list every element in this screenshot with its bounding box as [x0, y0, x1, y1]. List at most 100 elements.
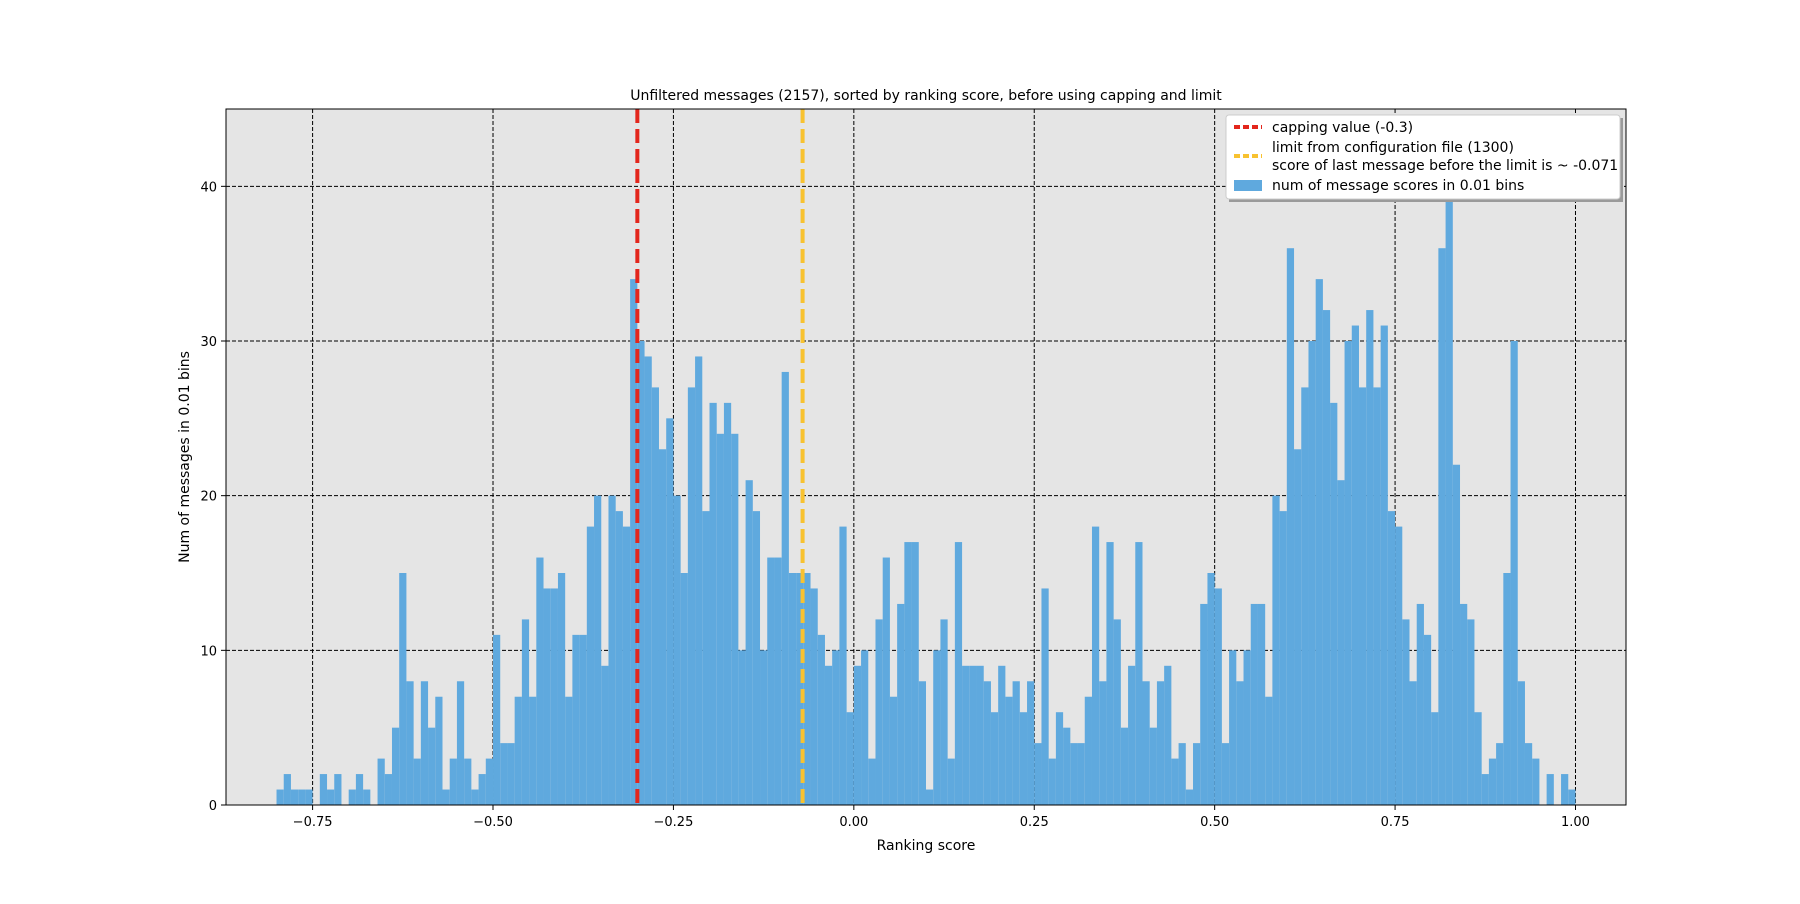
- legend-box: [1225, 114, 1621, 200]
- histogram-bar: [1265, 696, 1273, 805]
- histogram-bar: [882, 557, 890, 805]
- histogram-bar: [926, 789, 934, 805]
- histogram-bar: [1322, 310, 1331, 805]
- histogram-bar: [1395, 526, 1403, 805]
- histogram-bar: [283, 774, 291, 805]
- histogram-bar: [1279, 511, 1287, 805]
- histogram-bar: [1012, 681, 1020, 805]
- histogram-bar: [716, 433, 724, 805]
- histogram-bar: [630, 279, 638, 806]
- legend-label-capping: capping value (-0.3): [1272, 120, 1413, 136]
- histogram-bar: [832, 650, 840, 805]
- histogram-bar: [709, 402, 717, 805]
- x-tick-label: 0.25: [1020, 815, 1049, 830]
- histogram-bar: [1178, 743, 1186, 805]
- histogram-bar: [334, 774, 342, 805]
- histogram-bar: [687, 387, 696, 805]
- y-tick-label: 0: [209, 799, 217, 814]
- histogram-bar: [348, 789, 356, 805]
- histogram-bar: [586, 526, 595, 805]
- histogram-bar: [363, 789, 371, 805]
- y-axis-label: Num of messages in 0.01 bins: [177, 351, 193, 563]
- histogram-bar: [954, 542, 963, 805]
- histogram-bar: [594, 495, 602, 805]
- y-tick-label: 40: [200, 180, 217, 195]
- histogram-bar: [752, 511, 761, 805]
- histogram-bar: [1431, 712, 1439, 805]
- histogram-bar: [1532, 758, 1540, 805]
- y-tick-label: 20: [200, 490, 217, 505]
- histogram-bar: [550, 588, 558, 805]
- histogram-bar: [658, 449, 667, 805]
- histogram-bar: [1380, 325, 1388, 805]
- histogram-bar: [1503, 573, 1511, 805]
- histogram-bar: [824, 665, 833, 805]
- histogram-bar: [1438, 248, 1446, 805]
- histogram-bar: [543, 588, 551, 805]
- histogram-bar: [1294, 449, 1302, 805]
- reference-lines: [635, 109, 805, 805]
- histogram-bar: [1113, 619, 1121, 805]
- x-tick-label: 0.00: [839, 815, 868, 830]
- histogram-bar: [305, 789, 313, 805]
- x-tick-label: −0.75: [293, 815, 333, 830]
- histogram-bar: [464, 758, 472, 805]
- y-tick-label: 30: [200, 335, 217, 350]
- histogram-bar: [1214, 588, 1222, 805]
- histogram-bar: [680, 573, 688, 805]
- histogram-bar: [1221, 743, 1230, 805]
- histogram-bar: [1409, 681, 1417, 805]
- histogram-bar: [529, 696, 537, 805]
- plot-area-frame: [225, 108, 1627, 806]
- histogram-bar: [557, 573, 566, 805]
- histogram-bar: [1106, 542, 1114, 805]
- histogram-bar: [608, 495, 616, 805]
- histogram-bar: [1387, 511, 1396, 805]
- histogram-bar: [1308, 341, 1316, 805]
- histogram-bar: [384, 774, 392, 805]
- histogram-bar: [781, 371, 789, 805]
- histogram-bar: [1027, 681, 1035, 805]
- histogram-bar: [1344, 341, 1352, 805]
- histogram-bar: [731, 433, 739, 805]
- x-axis-ticks: −0.75 −0.50 −0.25 0.00 0.25 0.50 0.75 1.00: [293, 805, 1590, 830]
- histogram-bar: [572, 634, 580, 805]
- histogram-bar: [1135, 542, 1143, 805]
- x-tick-label: −0.50: [473, 815, 513, 830]
- histogram-bar: [673, 495, 681, 805]
- histogram-bar: [615, 511, 623, 805]
- histogram-bar: [493, 634, 501, 805]
- histogram-bar: [810, 588, 818, 805]
- histogram-bar: [839, 526, 847, 805]
- histogram-bar: [456, 681, 465, 805]
- legend: capping value (-0.3) limit from configur…: [1225, 114, 1623, 202]
- histogram-bar: [861, 650, 869, 805]
- histogram-bar: [1366, 310, 1374, 805]
- histogram-bar: [1474, 712, 1482, 805]
- histogram-bar: [1250, 603, 1258, 805]
- histogram-bar: [500, 743, 508, 805]
- histogram-bar: [1063, 727, 1071, 805]
- x-axis-label: Ranking score: [877, 838, 976, 854]
- x-tick-label: 1.00: [1561, 815, 1590, 830]
- histogram-bar: [471, 789, 479, 805]
- histogram-bar: [327, 789, 335, 805]
- histogram-bar: [601, 665, 609, 805]
- histogram-bar: [406, 681, 414, 805]
- histogram-bar: [904, 542, 912, 805]
- histogram-bar: [651, 387, 659, 805]
- histogram-bar: [1207, 573, 1215, 805]
- histogram-bar: [998, 665, 1006, 805]
- histogram-bar: [442, 789, 450, 805]
- histogram-bar: [391, 727, 400, 805]
- histogram-bar: [579, 634, 587, 805]
- histogram-bar: [738, 650, 746, 805]
- histogram-bar: [478, 774, 486, 805]
- y-tick-label: 10: [200, 644, 217, 659]
- histogram-bar: [1164, 665, 1172, 805]
- y-axis-ticks: 0 10 20 30 40: [200, 180, 226, 814]
- histogram-bar: [1077, 743, 1085, 805]
- histogram-bar: [767, 557, 775, 805]
